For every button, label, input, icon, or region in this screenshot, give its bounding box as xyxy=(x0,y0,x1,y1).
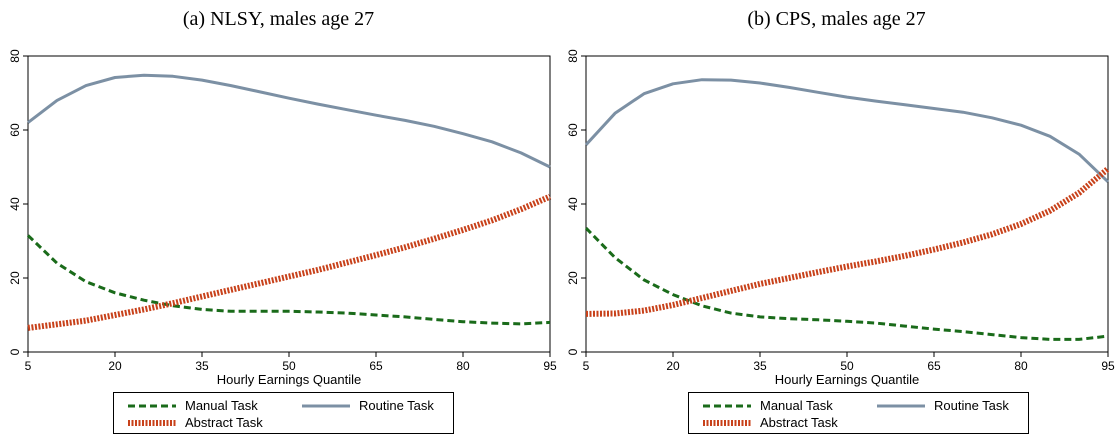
x-tick-label: 80 xyxy=(456,359,470,373)
series-line-routine-task xyxy=(27,73,551,169)
x-tick-label: 50 xyxy=(840,359,854,373)
series-line-routine-task xyxy=(584,78,1110,183)
x-tick-label: 65 xyxy=(927,359,941,373)
y-tick-label: 80 xyxy=(566,49,580,63)
legend-item-routine: Routine Task xyxy=(876,398,1009,413)
legend-label: Routine Task xyxy=(934,398,1009,413)
chart-svg: 0 20 40 60 80 5 20 35 50 65 80 95 Hourly Earnings Qu… xyxy=(566,49,1115,387)
legend-item-abstract: Abstract Task xyxy=(702,415,838,430)
x-tick-label: 5 xyxy=(583,359,590,373)
y-tick-label: 80 xyxy=(8,49,22,63)
legend-label: Routine Task xyxy=(359,398,434,413)
y-tick-label: 60 xyxy=(8,123,22,137)
y-tick-label: 20 xyxy=(8,271,22,285)
x-tick-label: 95 xyxy=(543,359,557,373)
legend-item-manual: Manual Task xyxy=(127,398,258,413)
legend-label: Abstract Task xyxy=(185,415,263,430)
legend-label: Manual Task xyxy=(185,398,258,413)
y-tick-label: 0 xyxy=(566,348,580,355)
y-tick-label: 40 xyxy=(8,197,22,211)
y-tick-label: 40 xyxy=(566,197,580,211)
series-line-manual-task xyxy=(26,234,551,326)
y-tick-label: 0 xyxy=(8,348,22,355)
chart-legend: Manual Task Routine Task Abstract Task xyxy=(688,392,1029,434)
series-line-manual-task xyxy=(584,227,1109,341)
chart-title: (b) CPS, males age 27 xyxy=(747,8,926,30)
x-tick-label: 20 xyxy=(108,359,122,373)
legend-item-routine: Routine Task xyxy=(301,398,434,413)
legend-item-abstract: Abstract Task xyxy=(127,415,263,430)
x-axis-title: Hourly Earnings Quantile xyxy=(775,372,920,387)
chart-panel-cps: (b) CPS, males age 27 0 20 40 60 80 5 20 35 50 65… xyxy=(558,0,1115,442)
legend-label: Abstract Task xyxy=(760,415,838,430)
x-tick-label: 35 xyxy=(195,359,209,373)
x-tick-label: 80 xyxy=(1014,359,1028,373)
series-line-abstract-task xyxy=(585,166,1110,317)
chart-title: (a) NLSY, males age 27 xyxy=(182,8,375,30)
x-tick-label: 5 xyxy=(25,359,32,373)
x-tick-label: 20 xyxy=(666,359,680,373)
x-tick-label: 65 xyxy=(369,359,383,373)
y-tick-label: 20 xyxy=(566,271,580,285)
legend-item-manual: Manual Task xyxy=(702,398,833,413)
x-tick-label: 35 xyxy=(753,359,767,373)
x-tick-label: 50 xyxy=(282,359,296,373)
series-line-abstract-task xyxy=(27,193,552,331)
plot-frame xyxy=(27,55,551,353)
chart-legend: Manual Task Routine Task Abstract Task xyxy=(113,392,454,434)
chart-svg: 0 20 40 60 80 5 20 35 50 65 80 95 Hourly Earnings Qu… xyxy=(8,49,557,387)
chart-panel-nlsy: (a) NLSY, males age 27 0 20 40 60 80 5 20 35 50 6… xyxy=(0,0,557,442)
y-tick-label: 60 xyxy=(566,123,580,137)
x-axis-title: Hourly Earnings Quantile xyxy=(217,372,362,387)
x-tick-label: 95 xyxy=(1101,359,1115,373)
legend-label: Manual Task xyxy=(760,398,833,413)
